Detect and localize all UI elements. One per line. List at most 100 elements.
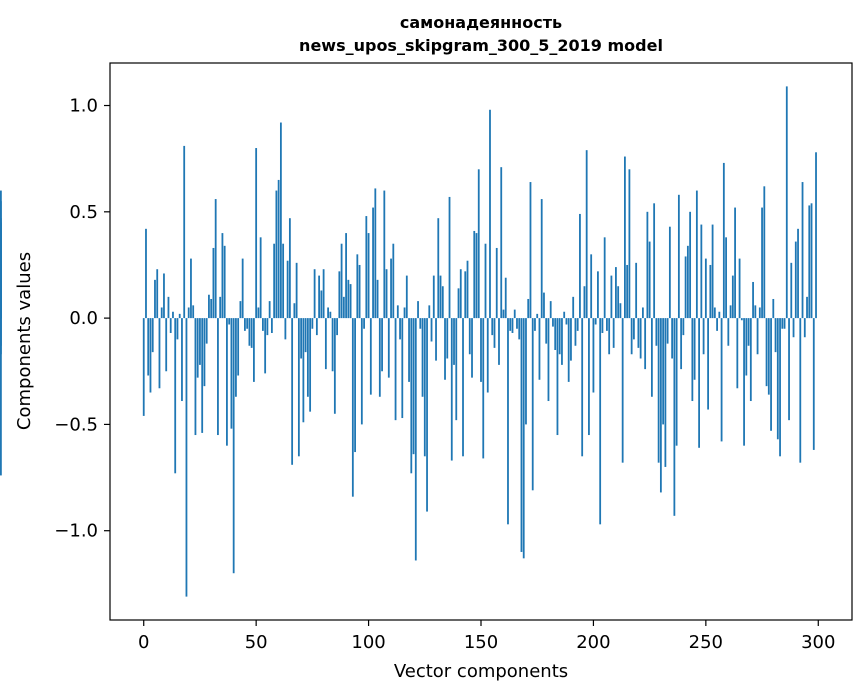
bar <box>671 318 674 359</box>
bar <box>743 318 745 446</box>
bar <box>277 179 280 319</box>
bar <box>244 318 246 331</box>
bar <box>653 203 656 319</box>
bar <box>810 203 813 319</box>
bar <box>590 254 593 319</box>
bar <box>691 318 694 402</box>
bar <box>403 307 406 319</box>
bar <box>414 318 417 561</box>
bar <box>561 318 563 365</box>
bar <box>365 216 368 319</box>
bar <box>383 190 386 319</box>
bar <box>664 318 667 467</box>
y-tick-label: −0.5 <box>54 414 98 435</box>
bar <box>448 196 451 319</box>
bar <box>525 318 527 425</box>
bar <box>673 318 676 516</box>
bar <box>217 318 219 436</box>
bar <box>713 307 716 319</box>
bar <box>659 318 662 493</box>
bar <box>199 318 201 365</box>
bar <box>394 318 397 421</box>
bar <box>297 318 300 457</box>
bar <box>239 301 242 319</box>
bar <box>633 318 635 340</box>
bar <box>270 318 273 333</box>
bar <box>603 237 606 319</box>
bar <box>482 318 485 459</box>
bar <box>293 303 296 319</box>
bar <box>392 243 395 319</box>
bar <box>0 318 2 476</box>
bar <box>815 152 817 319</box>
bar <box>619 303 622 319</box>
bar <box>390 258 392 319</box>
bar <box>221 233 224 319</box>
bar <box>558 318 561 355</box>
bar <box>599 318 602 525</box>
bar <box>626 264 629 319</box>
y-axis-ticks: −1.0 −0.5 0.0 0.5 1.0 <box>54 96 110 542</box>
bar <box>756 318 759 355</box>
bar <box>677 194 680 319</box>
bar <box>417 301 419 319</box>
bar <box>563 311 566 319</box>
bar <box>322 269 325 319</box>
bar <box>259 237 262 319</box>
bar <box>588 318 590 436</box>
bar <box>545 318 548 344</box>
bar <box>475 233 478 319</box>
x-axis-label: Vector components <box>394 661 568 682</box>
bar <box>315 318 318 336</box>
bar <box>172 311 174 319</box>
bar <box>493 318 496 348</box>
bar <box>630 318 633 355</box>
bar <box>704 258 707 319</box>
bar <box>471 318 473 378</box>
bar <box>241 258 244 319</box>
bar <box>192 305 195 319</box>
bar <box>437 218 440 319</box>
bar <box>662 318 665 425</box>
bar <box>799 318 802 463</box>
bar <box>158 318 161 389</box>
bar <box>286 260 289 319</box>
bar <box>212 247 215 319</box>
bar <box>641 307 644 319</box>
bar <box>235 318 237 397</box>
bar <box>797 228 799 319</box>
bar <box>650 318 653 397</box>
bar <box>495 247 498 319</box>
bar <box>480 318 482 382</box>
bar <box>347 279 350 319</box>
bar <box>230 318 233 429</box>
bar <box>268 301 271 319</box>
bar <box>226 318 228 446</box>
bar <box>655 318 658 346</box>
bar <box>707 318 709 410</box>
bar <box>255 148 258 319</box>
bar <box>761 207 763 319</box>
bar <box>187 307 190 319</box>
bar <box>399 318 401 340</box>
bar <box>511 318 514 333</box>
bar-series <box>0 86 817 597</box>
bar <box>408 318 410 382</box>
bar <box>684 256 687 319</box>
bar <box>749 318 752 402</box>
bar <box>468 318 471 355</box>
bar <box>657 318 660 463</box>
bar <box>219 296 222 319</box>
x-tick-label: 150 <box>464 632 498 653</box>
bar <box>190 258 192 319</box>
bar <box>464 271 467 319</box>
bar <box>169 318 172 333</box>
bar <box>812 318 815 450</box>
bar <box>457 288 460 319</box>
bar <box>385 269 388 319</box>
bar <box>509 318 512 331</box>
x-axis-ticks: 0 50 100 150 200 250 300 <box>138 620 835 653</box>
bar <box>176 318 179 340</box>
bar <box>178 313 181 319</box>
bar <box>428 305 431 319</box>
